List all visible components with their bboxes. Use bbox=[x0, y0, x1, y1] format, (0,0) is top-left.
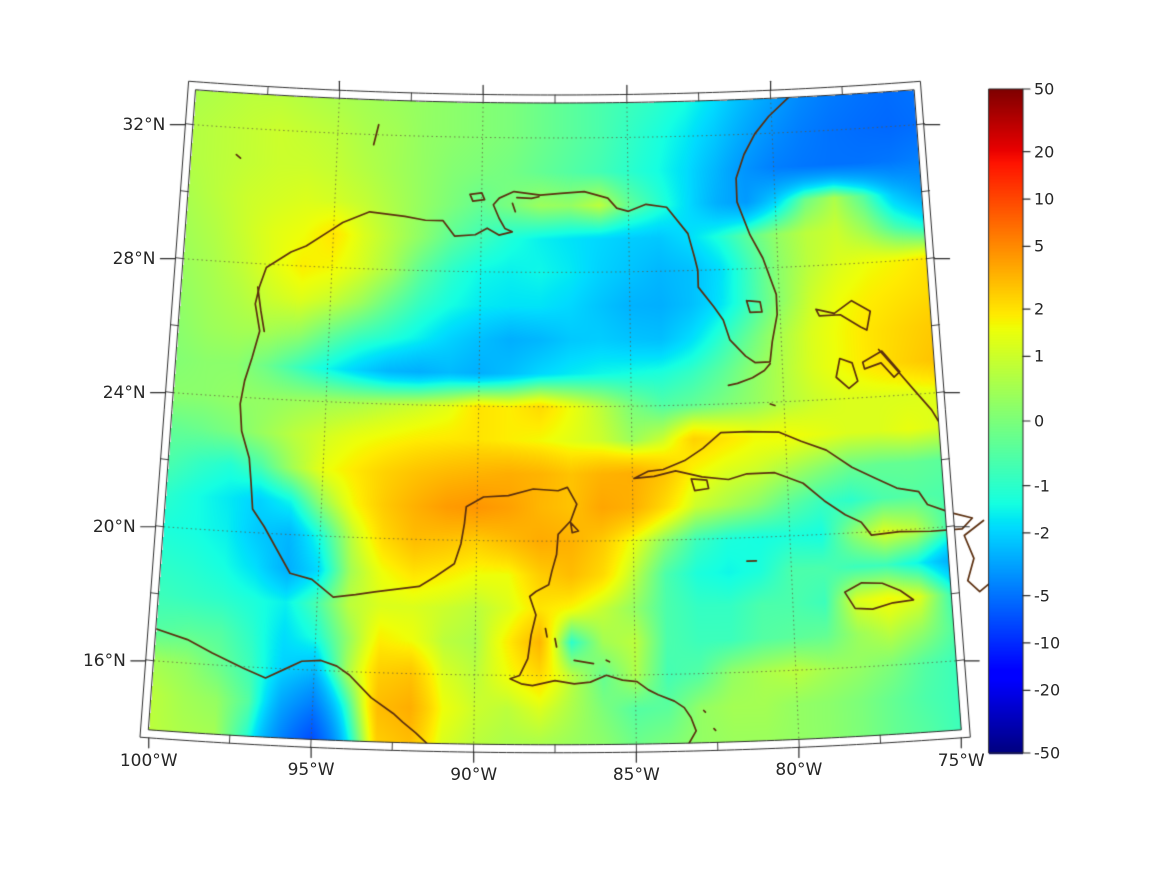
lon-tick-label: 75°W bbox=[937, 750, 985, 771]
colorbar-tick-label: 20 bbox=[1034, 142, 1055, 162]
lon-tick-label: 80°W bbox=[775, 760, 823, 781]
colorbar-tick-label: 2 bbox=[1034, 299, 1045, 319]
lon-tick-label: 95°W bbox=[287, 760, 335, 781]
colorbar-tick-label: -50 bbox=[1034, 743, 1061, 763]
colorbar-tick-label: -10 bbox=[1034, 633, 1061, 653]
colorbar-tick-label: -5 bbox=[1034, 586, 1050, 606]
lat-tick-label: 32°N bbox=[122, 114, 166, 135]
colorbar-tick-label: 50 bbox=[1034, 79, 1055, 99]
lon-tick-label: 90°W bbox=[450, 765, 498, 786]
lon-tick-label: 100°W bbox=[119, 750, 178, 771]
colorbar-tick-label: 1 bbox=[1034, 346, 1045, 366]
colorbar-tick-label: -2 bbox=[1034, 523, 1050, 543]
colorbar-tick-label: -1 bbox=[1034, 476, 1050, 496]
colorbar-tick-label: 0 bbox=[1034, 411, 1045, 431]
lat-tick-label: 28°N bbox=[112, 248, 156, 269]
colorbar-tick-label: 10 bbox=[1034, 189, 1055, 209]
colorbar-tick-label: -20 bbox=[1034, 680, 1061, 700]
lat-tick-label: 20°N bbox=[92, 516, 136, 537]
lon-tick-label: 85°W bbox=[612, 765, 660, 786]
lat-tick-label: 16°N bbox=[82, 650, 126, 671]
lat-tick-label: 24°N bbox=[102, 382, 146, 403]
colorbar-tick-label: 5 bbox=[1034, 236, 1045, 256]
